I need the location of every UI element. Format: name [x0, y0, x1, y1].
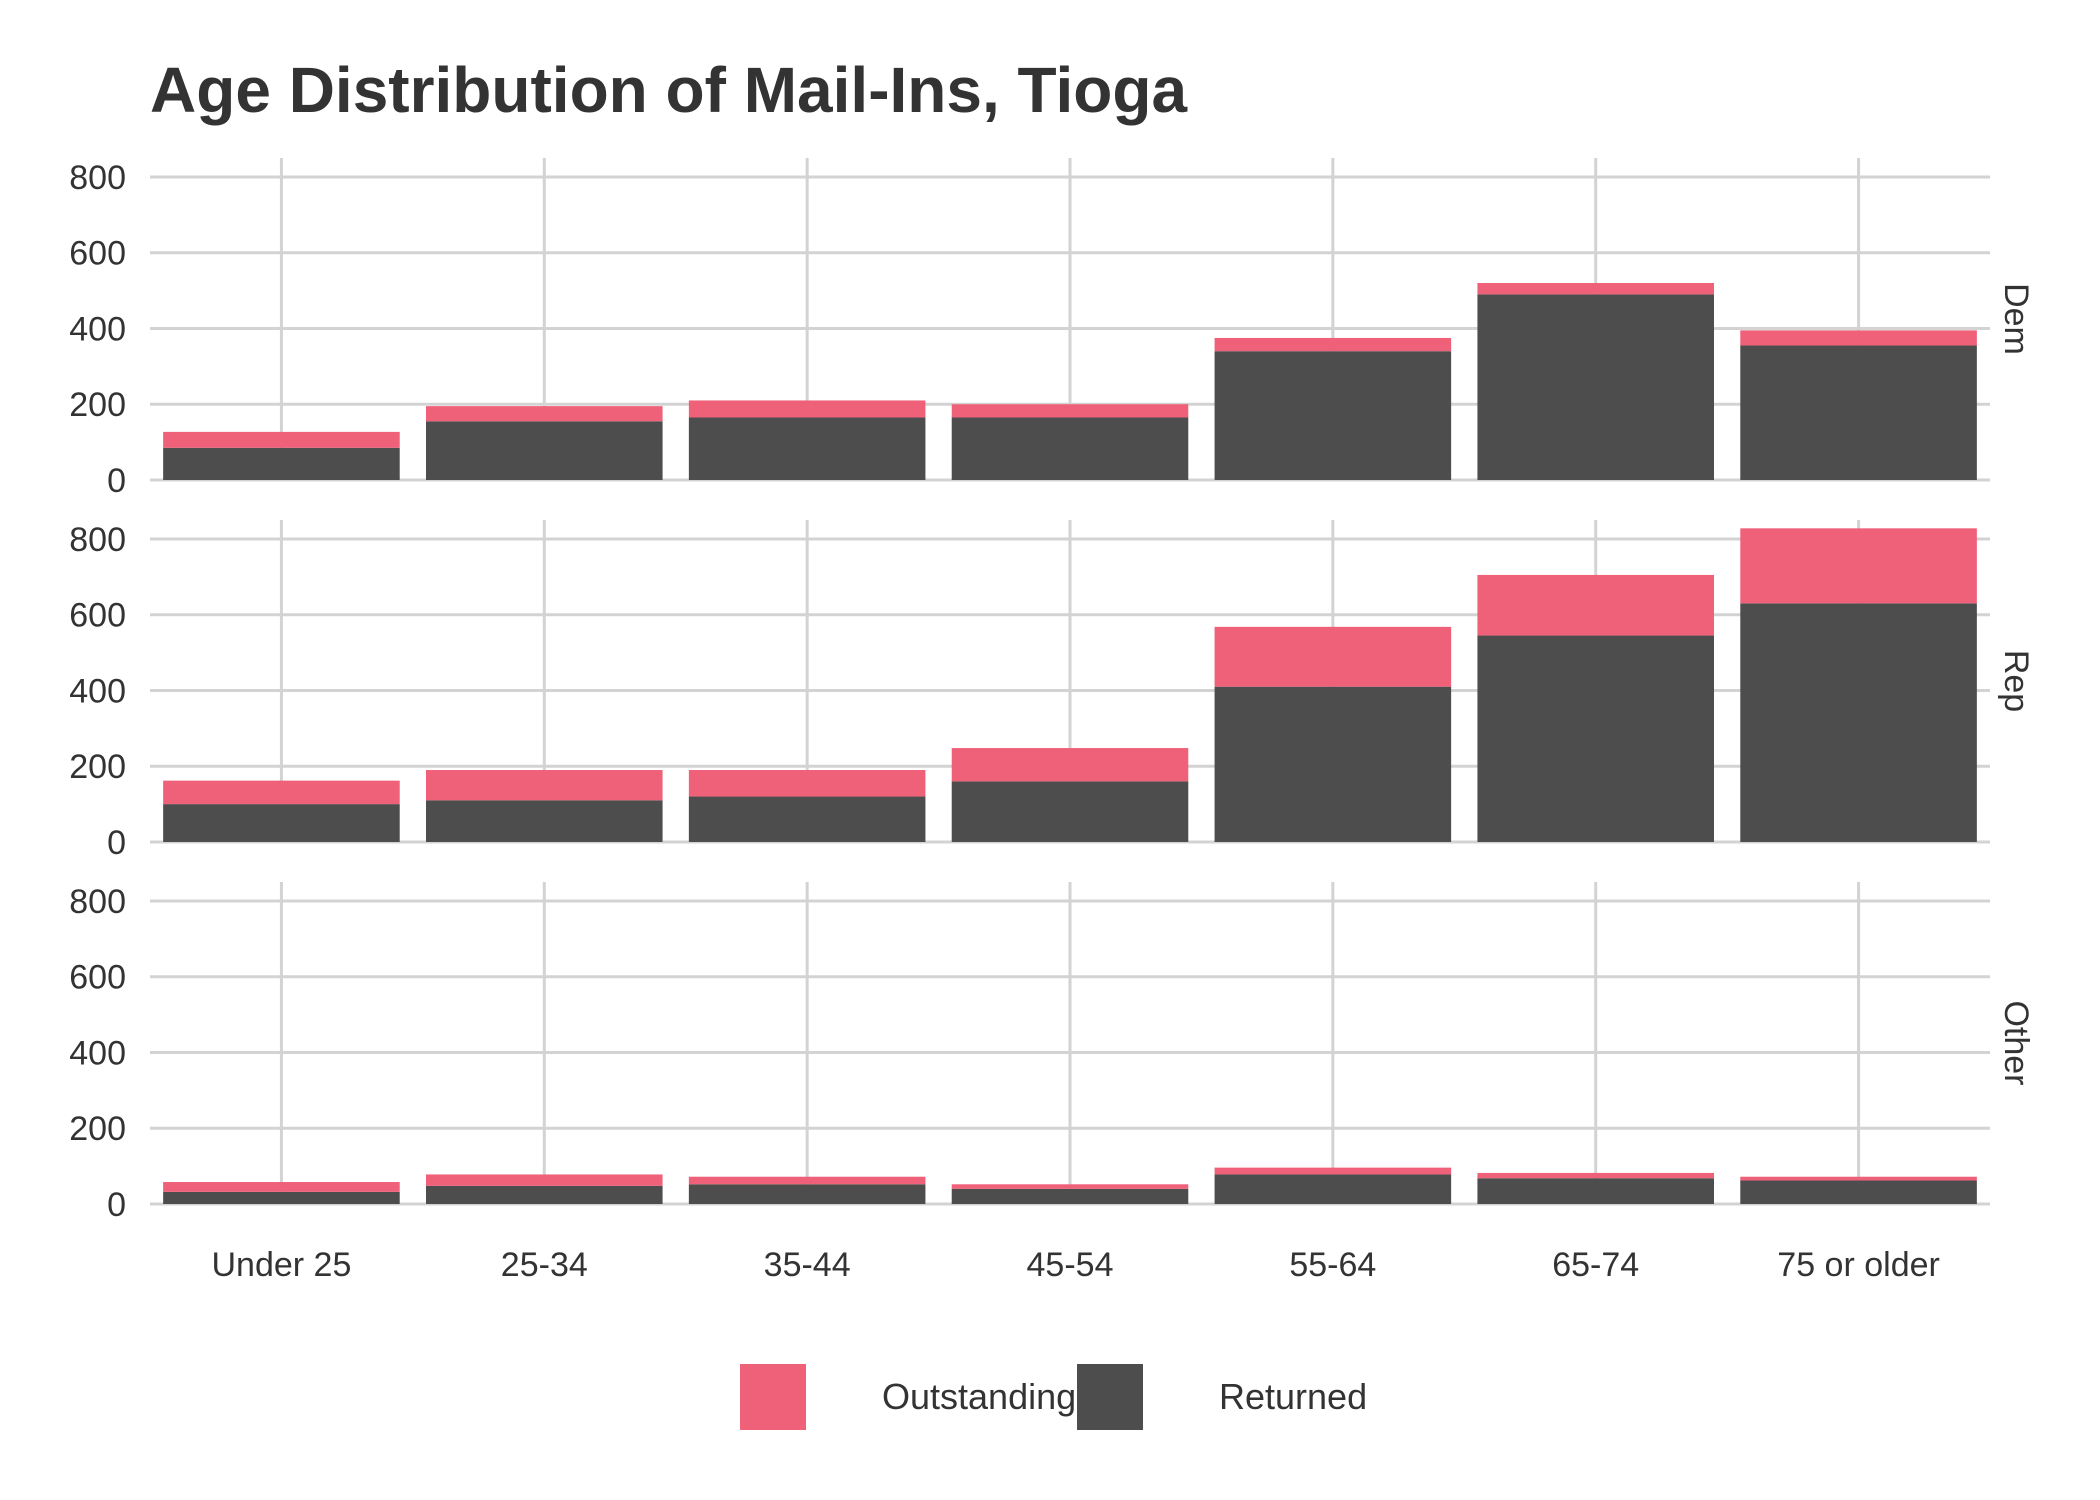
y-tick-label: 200: [69, 1110, 126, 1148]
facet-panels: 0 200 400 600 800 Dem 0 200 400 600 800 Rep 0 200 400 6…: [69, 158, 2035, 1224]
bar-outstanding-other: [1477, 1172, 1714, 1179]
bar-returned-rep: [426, 800, 663, 842]
bar-outstanding-other: [1740, 1176, 1977, 1181]
bar-returned-rep: [1740, 603, 1977, 842]
bar-returned-rep: [688, 796, 926, 842]
y-tick-label: 800: [69, 521, 126, 559]
bar-outstanding-rep: [1477, 574, 1714, 636]
y-tick-label: 200: [69, 748, 126, 786]
x-tick-label: 55-64: [1289, 1246, 1376, 1284]
bar-outstanding-rep: [688, 770, 926, 797]
x-tick-label: 75 or older: [1777, 1246, 1940, 1284]
bar-outstanding-dem: [1214, 337, 1452, 352]
bar-returned-other: [163, 1191, 400, 1204]
y-tick-label: 800: [69, 159, 126, 197]
bar-outstanding-dem: [1477, 283, 1714, 295]
legend: Outstanding Returned: [740, 1364, 1367, 1430]
bar-outstanding-dem: [951, 404, 1189, 418]
bar-returned-rep: [1477, 635, 1714, 842]
y-tick-label: 600: [69, 597, 126, 635]
y-tick-label: 0: [107, 462, 126, 500]
bar-outstanding-rep: [1740, 528, 1977, 604]
bar-outstanding-rep: [1214, 626, 1452, 687]
bar-returned-other: [1214, 1174, 1452, 1204]
facet-panel-rep: 0 200 400 600 800 Rep: [69, 520, 2035, 862]
x-tick-label: 65-74: [1552, 1246, 1639, 1284]
legend-label: Outstanding: [882, 1376, 1076, 1417]
facet-label: Rep: [1997, 650, 2035, 712]
bar-returned-other: [1477, 1178, 1714, 1204]
bar-returned-dem: [1740, 345, 1977, 480]
bar-returned-other: [426, 1185, 663, 1204]
y-tick-label: 400: [69, 1034, 126, 1072]
bar-returned-dem: [426, 421, 663, 480]
y-tick-label: 0: [107, 824, 126, 862]
bar-outstanding-rep: [426, 770, 663, 801]
legend-label: Returned: [1219, 1376, 1367, 1417]
y-tick-label: 400: [69, 672, 126, 710]
facet-panel-other: 0 200 400 600 800 Other: [69, 882, 2035, 1224]
bar-outstanding-other: [163, 1182, 400, 1192]
bar-outstanding-dem: [163, 431, 400, 448]
bar-returned-rep: [1214, 686, 1452, 842]
bar-outstanding-rep: [951, 748, 1189, 782]
bar-returned-rep: [951, 781, 1189, 842]
bar-outstanding-other: [426, 1174, 663, 1186]
y-tick-label: 600: [69, 959, 126, 997]
x-tick-label: Under 25: [211, 1246, 351, 1284]
y-tick-label: 600: [69, 235, 126, 273]
bar-outstanding-other: [951, 1184, 1189, 1189]
legend-key-returned: [1077, 1364, 1143, 1430]
facet-panel-dem: 0 200 400 600 800 Dem: [69, 158, 2035, 500]
bar-returned-dem: [163, 447, 400, 480]
y-tick-label: 0: [107, 1186, 126, 1224]
bar-outstanding-rep: [163, 780, 400, 805]
bar-returned-dem: [688, 417, 926, 480]
bar-outstanding-dem: [1740, 330, 1977, 346]
x-tick-label: 35-44: [764, 1246, 851, 1284]
bar-returned-dem: [1477, 294, 1714, 480]
bar-returned-other: [688, 1184, 926, 1204]
x-tick-label: 25-34: [501, 1246, 588, 1284]
facet-label: Other: [1997, 1000, 2035, 1085]
y-tick-label: 800: [69, 883, 126, 921]
bar-outstanding-dem: [688, 400, 926, 418]
y-tick-label: 400: [69, 310, 126, 348]
bar-outstanding-dem: [426, 406, 663, 422]
legend-key-outstanding: [740, 1364, 806, 1430]
chart-title: Age Distribution of Mail-Ins, Tioga: [150, 54, 1187, 126]
bar-returned-dem: [1214, 351, 1452, 480]
bar-outstanding-other: [1214, 1167, 1452, 1175]
bar-returned-other: [951, 1188, 1189, 1204]
facet-label: Dem: [1997, 283, 2035, 355]
bar-returned-other: [1740, 1180, 1977, 1204]
bar-returned-rep: [163, 804, 400, 842]
bar-returned-dem: [951, 417, 1189, 480]
y-tick-label: 200: [69, 386, 126, 424]
x-tick-label: 45-54: [1027, 1246, 1114, 1284]
bar-outstanding-other: [688, 1176, 926, 1185]
x-axis: Under 25 25-34 35-44 45-54 55-64 65-74 75 or o…: [211, 1246, 1939, 1284]
